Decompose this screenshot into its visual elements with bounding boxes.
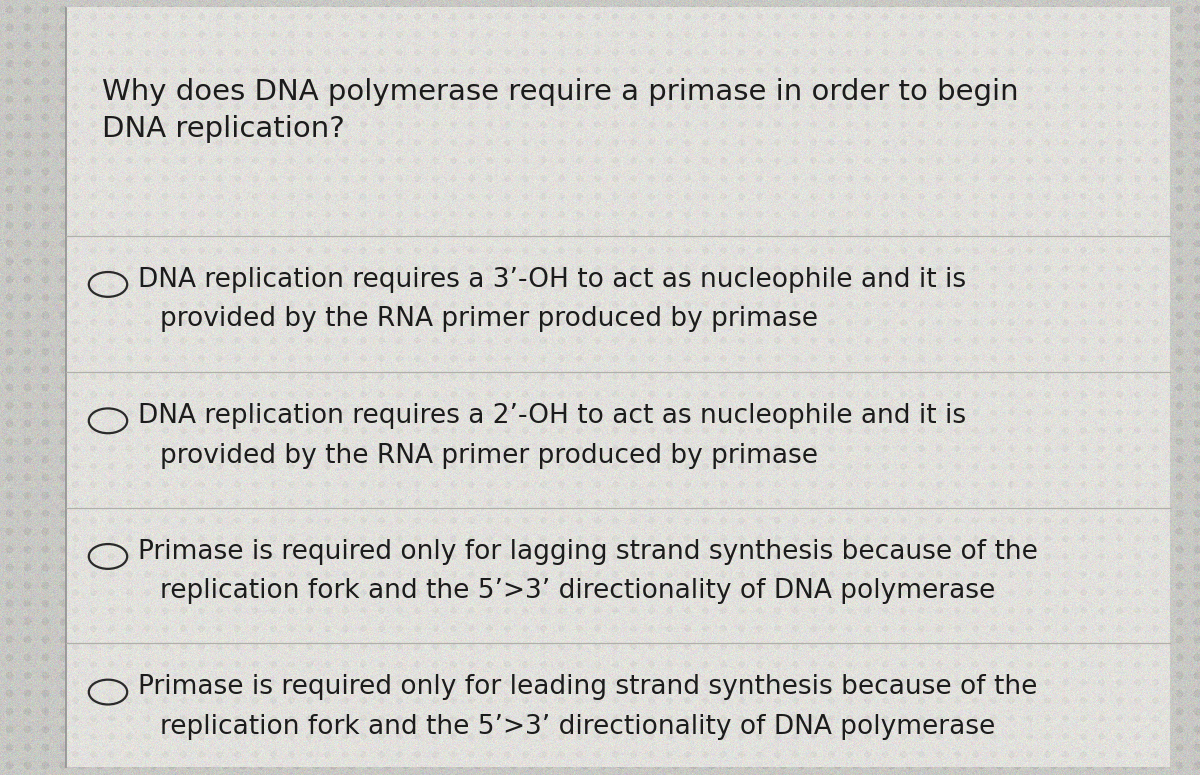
- Text: replication fork and the 5’>3’ directionality of DNA polymerase: replication fork and the 5’>3’ direction…: [160, 714, 995, 740]
- Text: DNA replication requires a 2’-OH to act as nucleophile and it is: DNA replication requires a 2’-OH to act …: [138, 403, 966, 429]
- Text: replication fork and the 5’>3’ directionality of DNA polymerase: replication fork and the 5’>3’ direction…: [160, 578, 995, 604]
- Text: provided by the RNA primer produced by primase: provided by the RNA primer produced by p…: [160, 443, 817, 469]
- Text: Why does DNA polymerase require a primase in order to begin
DNA replication?: Why does DNA polymerase require a primas…: [102, 78, 1019, 143]
- Text: provided by the RNA primer produced by primase: provided by the RNA primer produced by p…: [160, 306, 817, 332]
- Text: Primase is required only for lagging strand synthesis because of the: Primase is required only for lagging str…: [138, 539, 1038, 565]
- Text: DNA replication requires a 3’-OH to act as nucleophile and it is: DNA replication requires a 3’-OH to act …: [138, 267, 966, 293]
- Text: Primase is required only for leading strand synthesis because of the: Primase is required only for leading str…: [138, 674, 1037, 701]
